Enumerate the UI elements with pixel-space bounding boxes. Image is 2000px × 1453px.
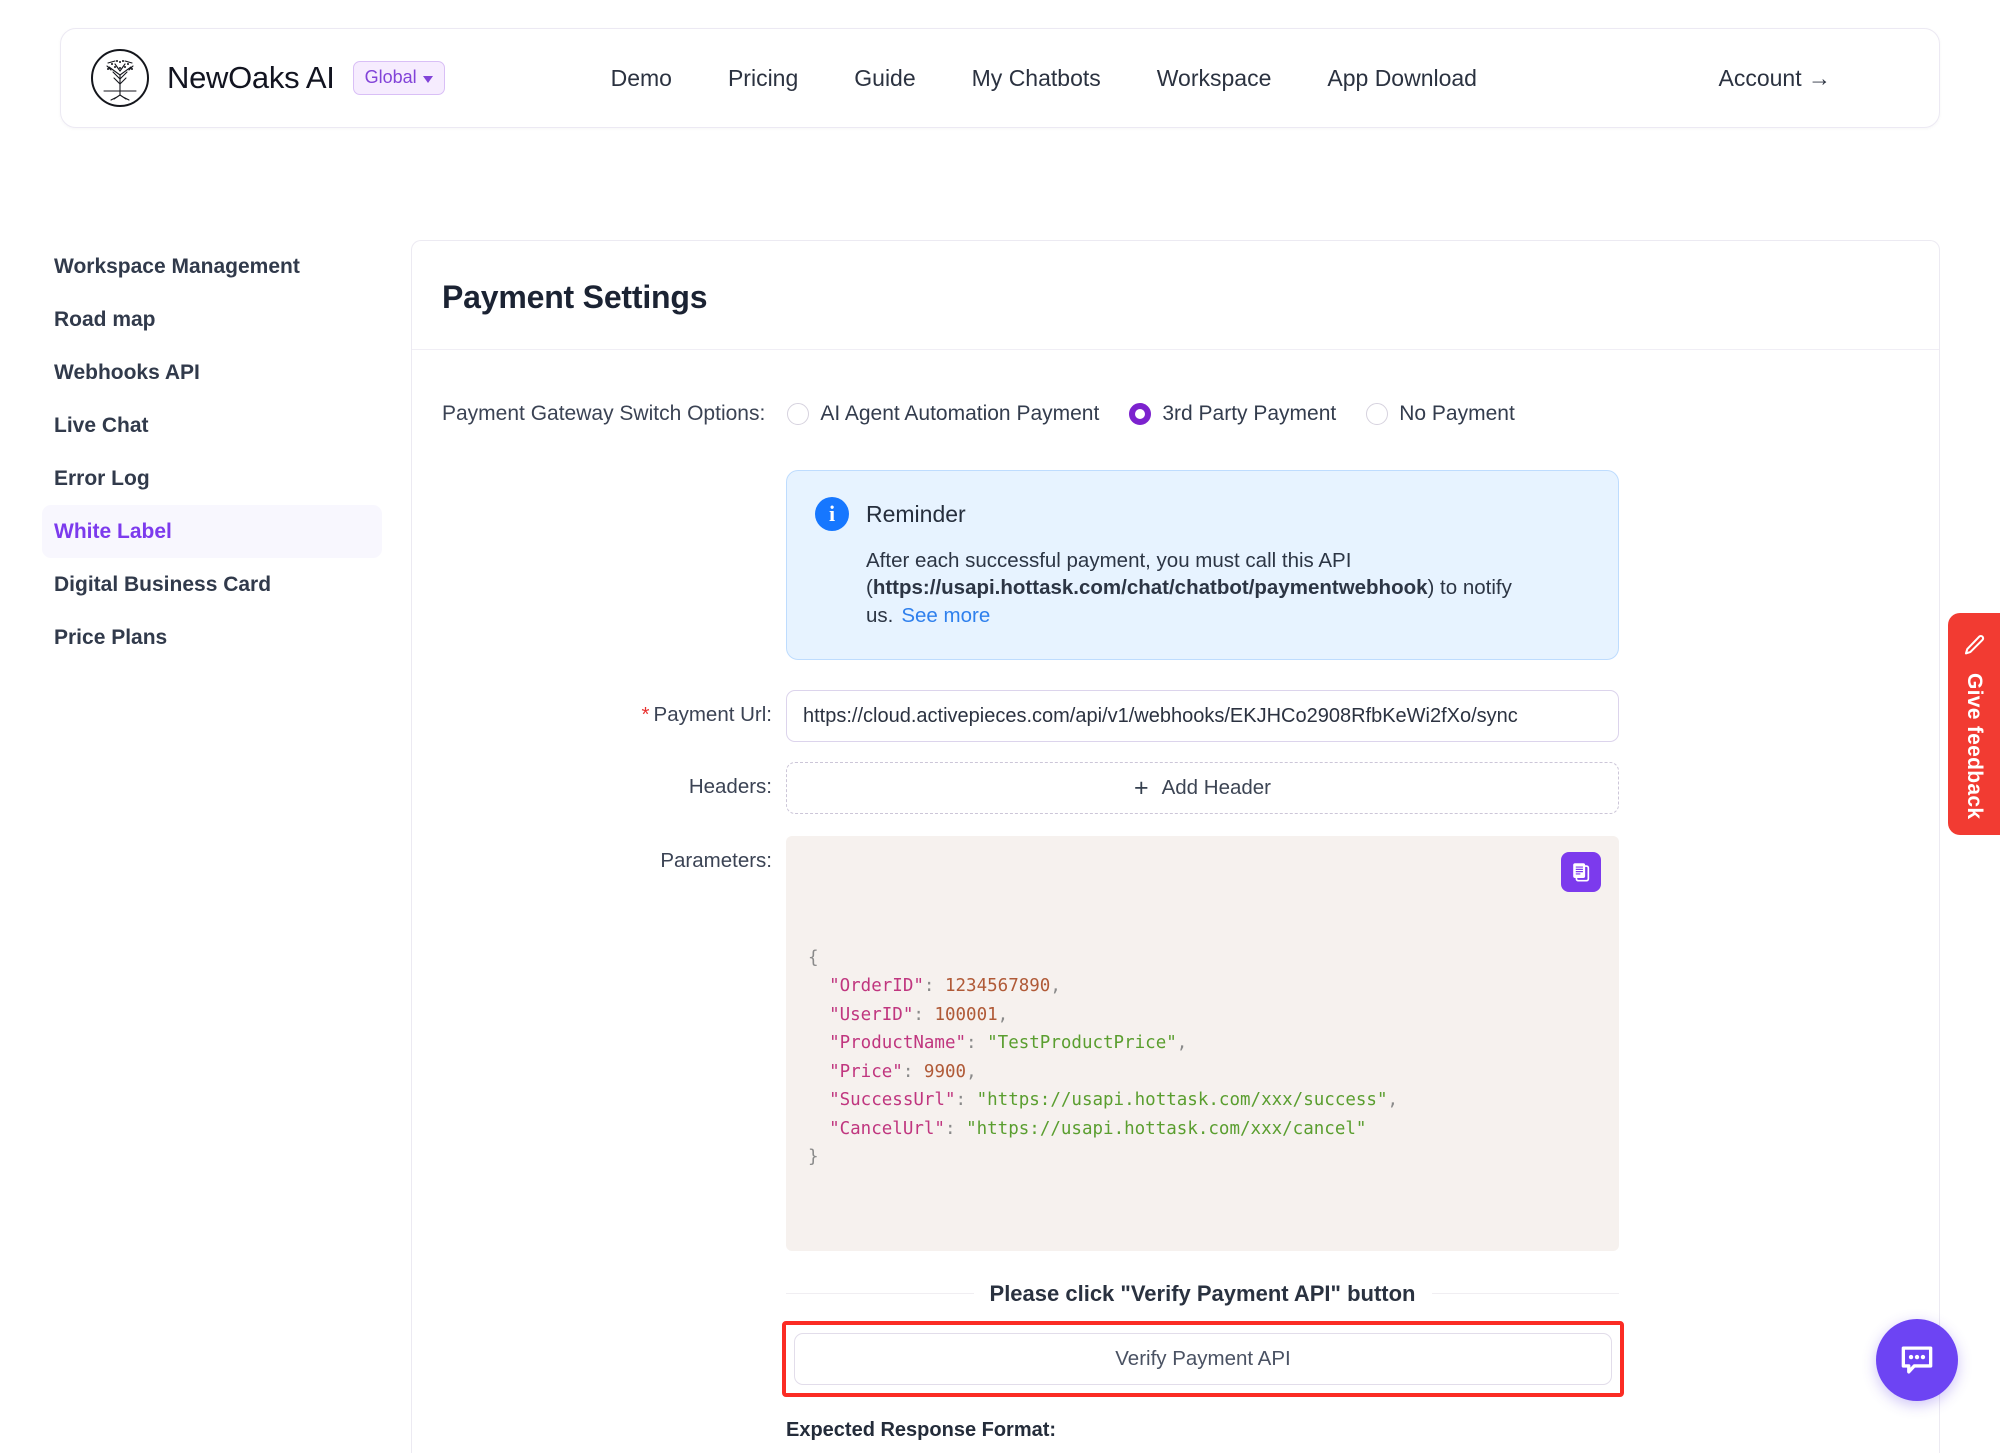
region-selector[interactable]: Global [352,61,445,95]
info-icon: i [815,497,849,531]
oak-tree-logo-icon [91,49,149,107]
title-divider [412,349,1939,350]
radio-label-ai-agent-automation-payment: AI Agent Automation Payment [820,402,1100,425]
headers-label: Headers: [688,775,772,798]
verify-payment-api-button[interactable]: Verify Payment API [794,1332,1612,1385]
code-line: "ProductName": "TestProductPrice", [829,1033,1188,1054]
reminder-line-1: After each successful payment, you must … [866,549,1352,572]
see-more-link[interactable]: See more [901,603,991,627]
radio-circle-checked[interactable] [1129,403,1152,425]
reminder-title: Reminder [866,500,966,527]
sidebar-item-error-log[interactable]: Error Log [54,466,150,490]
sidebar-item-workspace-management[interactable]: Workspace Management [54,254,300,278]
give-feedback-label: Give feedback [1963,673,1986,820]
sidebar: Workspace Management Road map Webhooks A… [42,240,382,664]
copy-icon[interactable] [1561,852,1601,892]
radio-option-3rd-party-payment[interactable]: 3rd Party Payment [1129,402,1336,426]
radio-option-no-payment[interactable]: No Payment [1366,402,1515,426]
sidebar-item-live-chat[interactable]: Live Chat [54,413,149,437]
radio-circle-unchecked[interactable] [787,403,810,425]
parameters-row: Parameters: { "OrderID": 1234567890, "Us… [412,836,1939,1251]
parameters-code-block: { "OrderID": 1234567890, "UserID": 10000… [786,836,1619,1251]
reminder-body: After each successful payment, you must … [866,547,1588,629]
headers-row: Headers: + Add Header [412,762,1939,814]
reminder-open-paren: ( [866,576,873,600]
payment-url-label-text: Payment Url: [653,703,772,726]
account-link[interactable]: Account → [1718,64,1832,91]
code-line: } [808,1147,819,1168]
payment-gateway-radio-group: Payment Gateway Switch Options: AI Agent… [442,402,1939,426]
parameters-label: Parameters: [660,849,772,872]
nav-item-guide[interactable]: Guide [854,64,916,91]
brand[interactable]: NewOaks AI Global [91,49,445,107]
code-line: "SuccessUrl": "https://usapi.hottask.com… [829,1090,1399,1111]
expected-response-label: Expected Response Format: [786,1418,1057,1441]
reminder-alert: i Reminder After each successful payment… [786,470,1619,660]
reminder-api-url: https://usapi.hottask.com/chat/chatbot/p… [872,576,1428,600]
nav-item-pricing[interactable]: Pricing [727,64,799,91]
brand-name: NewOaks AI [167,60,335,95]
reminder-line-3: us. [866,603,894,627]
add-header-button[interactable]: + Add Header [786,762,1619,814]
payment-settings-panel: Payment Settings Payment Gateway Switch … [411,240,1940,1453]
code-line: "CancelUrl": "https://usapi.hottask.com/… [829,1118,1367,1139]
pencil-icon [1964,635,1985,655]
sidebar-item-digital-business-card[interactable]: Digital Business Card [54,572,272,596]
payment-url-input[interactable] [786,690,1619,742]
radio-label-3rd-party-payment: 3rd Party Payment [1162,402,1337,425]
reminder-close-paren: ) to notify [1427,576,1512,600]
parameters-code-text: { "OrderID": 1234567890, "UserID": 10000… [808,944,1599,1172]
reminder-header: i Reminder [815,497,1588,531]
verify-separator: Please click "Verify Payment API" button [786,1280,1620,1307]
sidebar-item-road-map[interactable]: Road map [54,307,156,331]
top-header-bar: NewOaks AI Global Demo Pricing Guide My … [60,28,1940,128]
page-title: Payment Settings [442,279,708,315]
code-line: { [808,947,819,968]
main-nav: Demo Pricing Guide My Chatbots Workspace… [611,65,1477,92]
nav-item-my-chatbots[interactable]: My Chatbots [971,64,1101,91]
payment-gateway-label: Payment Gateway Switch Options: [442,402,766,425]
payment-url-label: * Payment Url: [412,690,786,740]
chat-widget-button[interactable] [1876,1319,1958,1401]
plus-icon: + [1133,773,1149,802]
separator-line-left [786,1293,974,1295]
sidebar-item-white-label[interactable]: White Label [42,505,382,558]
region-label: Global [364,67,417,87]
nav-item-app-download[interactable]: App Download [1327,64,1477,91]
code-line: "UserID": 100001, [829,1004,1009,1025]
radio-label-no-payment: No Payment [1399,402,1515,425]
radio-circle-unchecked[interactable] [1366,403,1389,425]
radio-option-ai-agent-automation-payment[interactable]: AI Agent Automation Payment [787,402,1099,426]
code-line: "Price": 9900, [829,1061,977,1082]
sidebar-item-price-plans[interactable]: Price Plans [54,625,168,649]
code-line: "OrderID": 1234567890, [829,976,1061,997]
add-header-label: Add Header [1161,776,1272,799]
verify-button-highlight: Verify Payment API [782,1320,1624,1397]
sidebar-item-webhooks-api[interactable]: Webhooks API [54,360,200,384]
chevron-down-icon [422,76,433,83]
payment-url-row: * Payment Url: [412,690,1939,742]
separator-line-right [1431,1293,1620,1295]
nav-item-workspace[interactable]: Workspace [1156,64,1272,91]
nav-item-demo[interactable]: Demo [610,64,672,91]
chat-bubble-icon [1901,1346,1933,1374]
required-asterisk: * [641,703,650,726]
give-feedback-tab[interactable]: Give feedback [1948,613,2000,835]
verify-separator-text: Please click "Verify Payment API" button [989,1280,1416,1306]
payment-form: i Reminder After each successful payment… [412,446,1939,1453]
